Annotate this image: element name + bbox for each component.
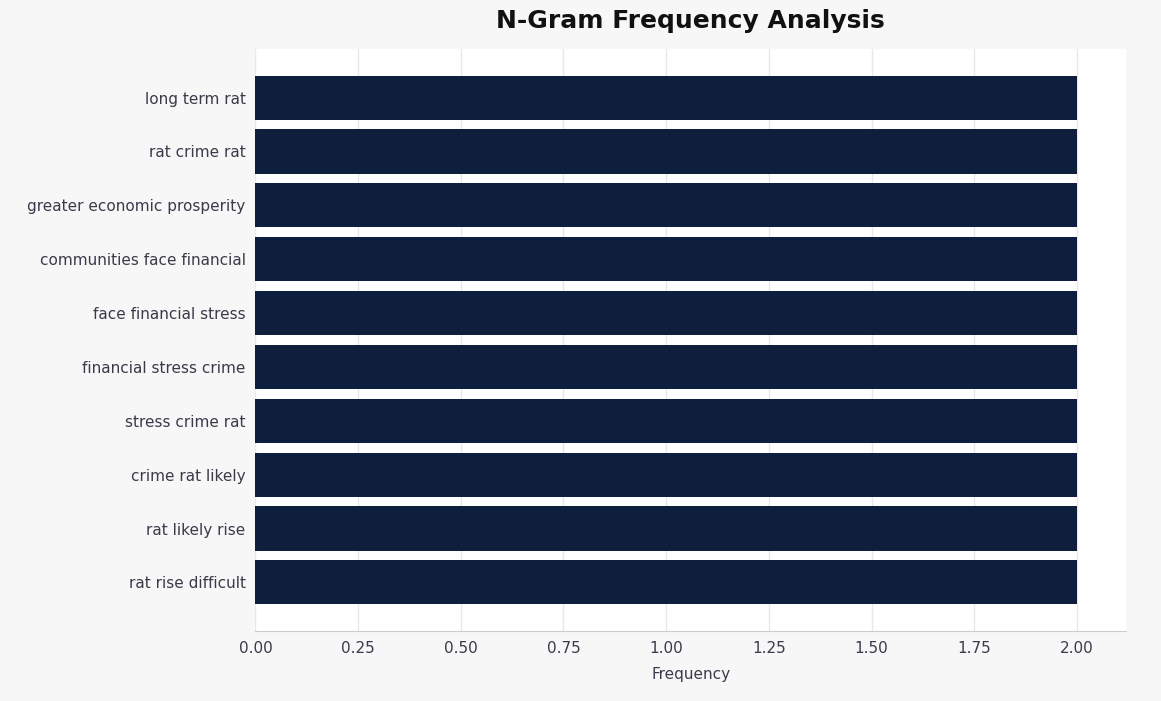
Bar [255,183,1077,227]
X-axis label: Frequency: Frequency [651,667,730,682]
Bar [255,560,1077,604]
Bar [255,76,1077,120]
Bar [255,291,1077,335]
Title: N-Gram Frequency Analysis: N-Gram Frequency Analysis [497,9,885,33]
Bar [255,237,1077,281]
Bar [255,399,1077,443]
Bar [255,453,1077,497]
Bar [255,130,1077,174]
Bar [255,345,1077,389]
Bar [255,506,1077,550]
